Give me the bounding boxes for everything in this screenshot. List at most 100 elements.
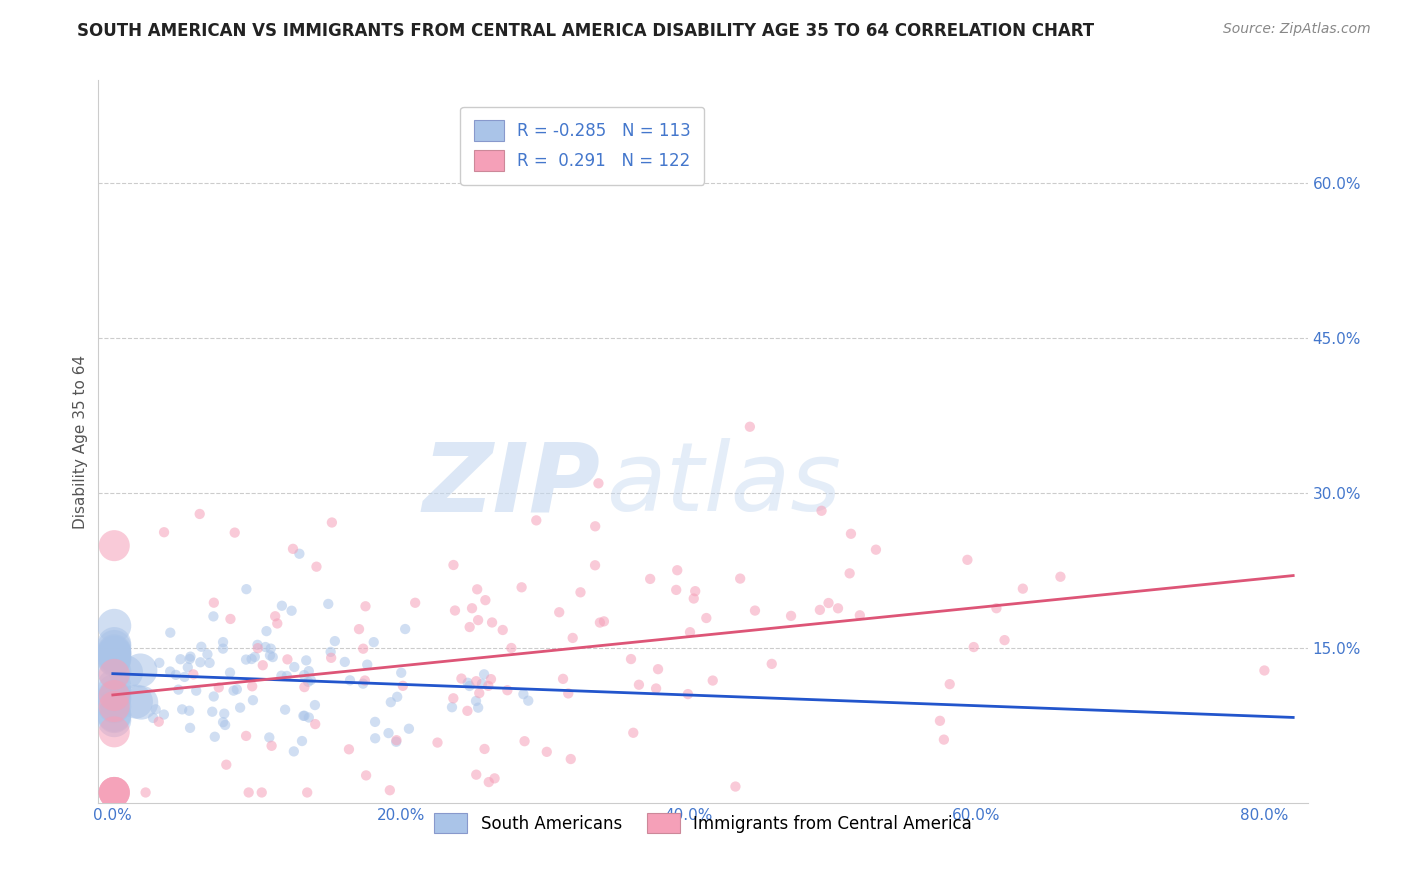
Point xyxy=(682,591,704,606)
Point xyxy=(153,707,176,722)
Point xyxy=(780,608,803,623)
Point xyxy=(274,703,297,717)
Point xyxy=(569,585,592,599)
Point xyxy=(212,641,235,656)
Point xyxy=(465,674,488,689)
Point xyxy=(172,702,194,716)
Point xyxy=(103,785,125,799)
Point xyxy=(404,596,426,610)
Point xyxy=(259,648,281,663)
Point xyxy=(481,615,503,630)
Point xyxy=(295,653,318,667)
Point xyxy=(467,700,489,714)
Point xyxy=(103,640,125,654)
Point xyxy=(588,476,610,491)
Point xyxy=(254,640,277,654)
Point xyxy=(364,714,387,729)
Point xyxy=(354,599,377,614)
Point xyxy=(103,689,125,703)
Point xyxy=(364,731,387,746)
Point xyxy=(377,726,399,740)
Point xyxy=(385,733,408,747)
Point xyxy=(103,713,125,727)
Point xyxy=(212,635,235,649)
Point xyxy=(938,677,960,691)
Point xyxy=(744,604,766,618)
Point xyxy=(474,742,496,756)
Point xyxy=(159,665,181,679)
Point xyxy=(536,745,558,759)
Text: ZIP: ZIP xyxy=(422,438,600,532)
Point xyxy=(496,683,519,698)
Point xyxy=(932,732,955,747)
Point xyxy=(443,558,465,572)
Point xyxy=(298,664,321,678)
Point xyxy=(297,674,319,689)
Point xyxy=(808,603,831,617)
Point xyxy=(724,780,747,794)
Point xyxy=(115,665,138,680)
Point xyxy=(288,547,311,561)
Point xyxy=(627,678,650,692)
Point xyxy=(292,709,315,723)
Point xyxy=(465,767,488,781)
Point xyxy=(103,637,125,651)
Point xyxy=(702,673,724,688)
Point xyxy=(817,596,839,610)
Point xyxy=(179,721,201,735)
Point xyxy=(380,695,402,709)
Point xyxy=(179,649,201,664)
Point xyxy=(583,558,606,573)
Point xyxy=(283,660,305,674)
Point xyxy=(665,582,688,597)
Point xyxy=(963,640,986,654)
Point xyxy=(165,668,187,682)
Point xyxy=(159,625,181,640)
Point xyxy=(177,660,200,674)
Point xyxy=(222,683,245,698)
Point xyxy=(224,525,246,540)
Point xyxy=(270,599,292,613)
Point xyxy=(145,702,167,716)
Point xyxy=(385,690,408,704)
Point xyxy=(458,679,481,693)
Point xyxy=(838,566,860,581)
Point xyxy=(321,650,343,665)
Point xyxy=(229,700,252,714)
Point xyxy=(647,662,669,676)
Point xyxy=(270,669,292,683)
Point xyxy=(461,601,484,615)
Text: SOUTH AMERICAN VS IMMIGRANTS FROM CENTRAL AMERICA DISABILITY AGE 35 TO 64 CORREL: SOUTH AMERICAN VS IMMIGRANTS FROM CENTRA… xyxy=(77,22,1094,40)
Point xyxy=(304,698,326,712)
Point xyxy=(190,640,212,654)
Point xyxy=(738,419,761,434)
Point xyxy=(142,711,165,725)
Point xyxy=(465,694,488,708)
Point xyxy=(295,785,318,799)
Point xyxy=(235,729,257,743)
Point xyxy=(458,620,481,634)
Point xyxy=(294,708,316,723)
Point xyxy=(276,669,298,683)
Point xyxy=(385,735,408,749)
Point xyxy=(246,638,269,652)
Point xyxy=(1049,570,1071,584)
Point xyxy=(103,785,125,799)
Point xyxy=(202,690,225,704)
Point xyxy=(197,648,219,662)
Point xyxy=(103,691,125,706)
Point xyxy=(865,542,887,557)
Point xyxy=(398,722,420,736)
Point xyxy=(583,519,606,533)
Point xyxy=(103,785,125,799)
Point xyxy=(264,609,287,624)
Point xyxy=(474,593,496,607)
Point xyxy=(378,783,401,797)
Point xyxy=(167,682,190,697)
Point xyxy=(666,563,689,577)
Point xyxy=(560,752,582,766)
Point xyxy=(103,665,125,679)
Point xyxy=(679,625,702,640)
Point xyxy=(103,653,125,667)
Point xyxy=(212,715,235,730)
